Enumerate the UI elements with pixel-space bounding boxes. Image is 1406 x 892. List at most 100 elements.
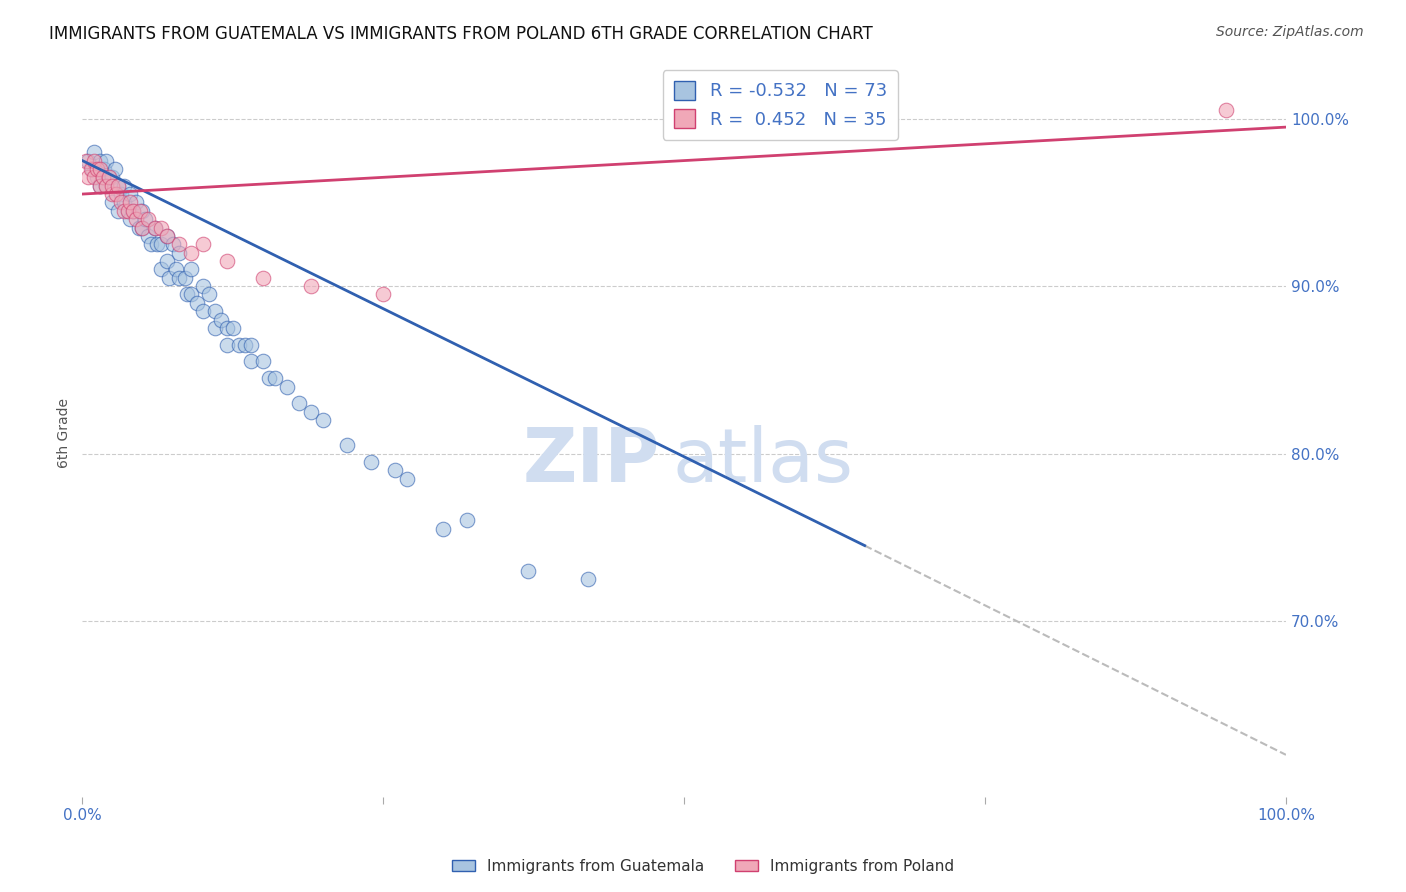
Point <box>125 212 148 227</box>
Point <box>299 405 322 419</box>
Point <box>121 203 143 218</box>
Point <box>107 178 129 193</box>
Text: atlas: atlas <box>672 425 853 499</box>
Point <box>167 237 190 252</box>
Point <box>96 153 118 168</box>
Point <box>96 178 118 193</box>
Point <box>384 463 406 477</box>
Point <box>128 220 150 235</box>
Point <box>432 522 454 536</box>
Point <box>77 170 100 185</box>
Point <box>83 153 105 168</box>
Point <box>125 195 148 210</box>
Point <box>149 262 172 277</box>
Point <box>239 354 262 368</box>
Point <box>93 161 115 176</box>
Point <box>131 203 153 218</box>
Point <box>396 472 419 486</box>
Point <box>104 187 127 202</box>
Point <box>117 203 139 218</box>
Point <box>75 153 97 168</box>
Point <box>191 304 214 318</box>
Point <box>121 203 143 218</box>
Point <box>80 161 103 176</box>
Point <box>165 262 187 277</box>
Point <box>107 203 129 218</box>
Point <box>89 178 111 193</box>
Point <box>157 270 180 285</box>
Point <box>239 337 262 351</box>
Y-axis label: 6th Grade: 6th Grade <box>58 398 72 467</box>
Point <box>96 178 118 193</box>
Point <box>80 161 103 176</box>
Point <box>215 254 238 268</box>
Point <box>86 161 108 176</box>
Text: IMMIGRANTS FROM GUATEMALA VS IMMIGRANTS FROM POLAND 6TH GRADE CORRELATION CHART: IMMIGRANTS FROM GUATEMALA VS IMMIGRANTS … <box>49 25 873 43</box>
Point <box>1215 103 1237 118</box>
Point <box>86 170 108 185</box>
Text: Source: ZipAtlas.com: Source: ZipAtlas.com <box>1216 25 1364 39</box>
Point <box>576 572 599 586</box>
Point <box>143 220 166 235</box>
Point <box>89 161 111 176</box>
Point <box>77 153 100 168</box>
Point <box>204 321 226 335</box>
Point <box>276 379 298 393</box>
Point <box>176 287 198 301</box>
Point <box>104 161 127 176</box>
Point <box>180 287 202 301</box>
Point <box>120 212 142 227</box>
Point <box>149 220 172 235</box>
Point <box>134 212 156 227</box>
Point <box>456 513 478 527</box>
Point <box>110 195 132 210</box>
Point <box>373 287 395 301</box>
Point <box>97 170 120 185</box>
Point <box>97 170 120 185</box>
Point <box>191 237 214 252</box>
Point <box>186 296 208 310</box>
Point <box>197 287 219 301</box>
Point <box>204 304 226 318</box>
Point <box>167 245 190 260</box>
Point <box>91 170 114 185</box>
Point <box>228 337 250 351</box>
Point <box>222 321 245 335</box>
Point <box>180 262 202 277</box>
Point <box>131 220 153 235</box>
Point <box>209 312 232 326</box>
Point <box>107 178 129 193</box>
Point <box>360 455 382 469</box>
Point <box>112 203 135 218</box>
Point <box>112 178 135 193</box>
Point <box>101 178 124 193</box>
Point <box>101 170 124 185</box>
Point <box>336 438 359 452</box>
Point <box>299 279 322 293</box>
Point <box>101 195 124 210</box>
Point <box>312 413 335 427</box>
Text: ZIP: ZIP <box>523 425 659 499</box>
Point <box>120 187 142 202</box>
Point <box>155 228 177 243</box>
Point <box>146 237 169 252</box>
Point <box>516 564 538 578</box>
Point <box>129 203 152 218</box>
Point <box>215 321 238 335</box>
Point <box>252 354 274 368</box>
Point <box>264 371 287 385</box>
Point <box>191 279 214 293</box>
Point <box>89 178 111 193</box>
Point <box>288 396 311 410</box>
Point <box>83 145 105 160</box>
Point <box>101 187 124 202</box>
Point <box>139 237 162 252</box>
Point <box>257 371 280 385</box>
Point <box>143 220 166 235</box>
Point <box>138 212 160 227</box>
Legend: Immigrants from Guatemala, Immigrants from Poland: Immigrants from Guatemala, Immigrants fr… <box>446 853 960 880</box>
Point <box>155 228 177 243</box>
Point <box>117 203 139 218</box>
Point <box>173 270 195 285</box>
Point <box>112 195 135 210</box>
